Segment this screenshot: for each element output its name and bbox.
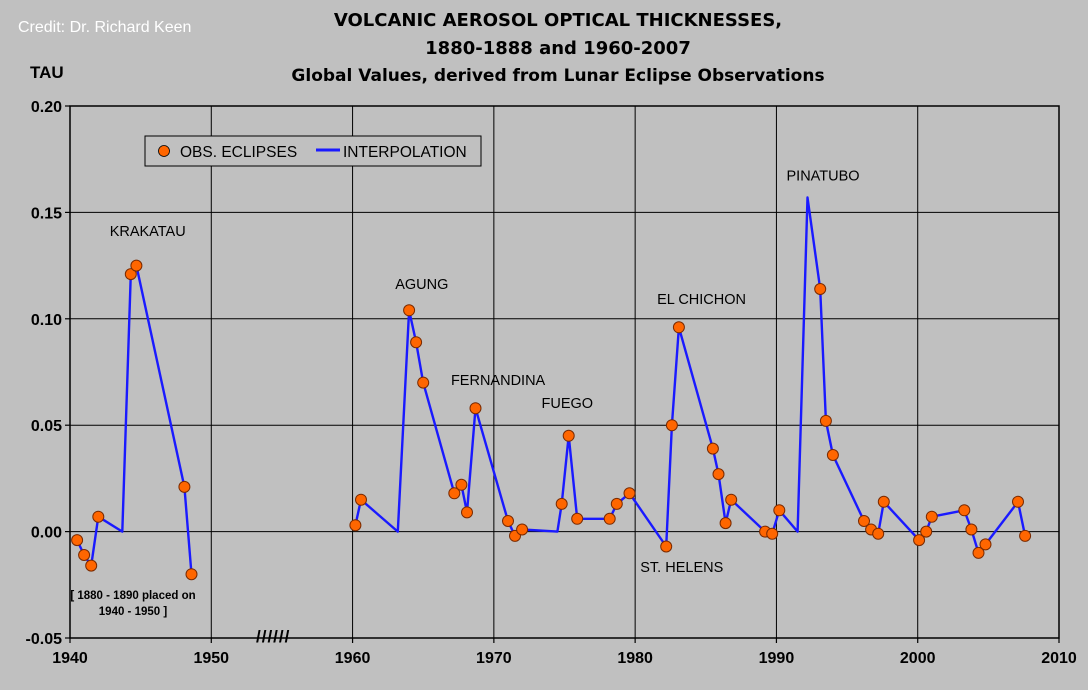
- eclipse-point: [349, 519, 362, 532]
- y-axis-ticks: 0.20 0.15 0.10 0.05 0.00 -0.05: [26, 99, 70, 648]
- interpolation-series: [76, 196, 1027, 575]
- chart-subtitle: Global Values, derived from Lunar Eclips…: [291, 66, 825, 86]
- eclipse-point: [712, 468, 725, 481]
- x-tick-label: 2010: [1041, 650, 1077, 667]
- volcano-label: PINATUBO: [787, 168, 860, 184]
- x-tick-label: 2000: [900, 650, 936, 667]
- eclipse-point: [124, 268, 137, 281]
- eclipse-point: [773, 504, 786, 517]
- eclipse-point: [623, 487, 636, 500]
- eclipse-point: [455, 478, 468, 491]
- plot-frame: [69, 105, 1060, 639]
- interpolation-line: [76, 264, 193, 575]
- eclipse-point: [819, 414, 832, 427]
- eclipse-point: [403, 304, 416, 317]
- eclipse-point: [877, 495, 890, 508]
- volcano-label: KRAKATAU: [110, 224, 186, 240]
- eclipse-point: [502, 515, 514, 527]
- eclipse-point: [516, 523, 529, 536]
- eclipse-point: [826, 449, 839, 461]
- observed-eclipses-series: [71, 259, 1032, 581]
- eclipse-point: [448, 487, 461, 500]
- grid-lines: [69, 105, 1060, 639]
- eclipse-point: [555, 497, 568, 510]
- eclipse-point: [925, 510, 938, 523]
- eclipse-point: [603, 512, 616, 525]
- axis-break-marks: //////: [256, 627, 290, 646]
- chart-title-line2: 1880-1888 and 1960-2007: [425, 38, 691, 59]
- eclipse-point: [417, 376, 430, 389]
- eclipse-point: [1012, 495, 1024, 508]
- eclipse-point: [610, 497, 623, 510]
- legend-box: [144, 135, 482, 167]
- y-axis-label: TAU: [30, 63, 64, 82]
- eclipse-point: [85, 559, 98, 572]
- eclipse-point: [965, 523, 978, 536]
- x-tick-label: 1990: [759, 650, 795, 667]
- eclipse-point: [461, 506, 473, 519]
- x-tick-label: 1980: [617, 650, 653, 667]
- eclipse-point: [858, 515, 870, 527]
- eclipse-point: [814, 283, 827, 295]
- legend-label-interp: INTERPOLATION: [343, 144, 467, 161]
- x-tick-label: 1950: [193, 650, 229, 667]
- x-tick-label: 1940: [52, 650, 88, 667]
- legend-marker-obs: [158, 145, 170, 157]
- legend-label-obs: OBS. ECLIPSES: [180, 144, 297, 161]
- legend: OBS. ECLIPSES INTERPOLATION: [144, 135, 482, 167]
- volcano-label: EL CHICHON: [657, 292, 746, 308]
- volcano-label: FUEGO: [542, 396, 594, 412]
- volcano-label: AGUNG: [395, 277, 448, 293]
- eclipse-point: [719, 517, 732, 530]
- eclipse-point: [562, 429, 575, 442]
- eclipse-point: [972, 546, 985, 559]
- eclipse-point: [178, 480, 191, 493]
- year-mapping-note: [ 1880 - 1890 placed on 1940 - 1950 ]: [70, 590, 196, 618]
- y-tick-label: 0.05: [31, 418, 62, 435]
- eclipse-point: [130, 259, 143, 272]
- eclipse-point: [872, 527, 885, 540]
- eclipse-point: [920, 525, 933, 538]
- y-tick-label: 0.00: [31, 525, 62, 542]
- x-axis-ticks: 1940 1950 1960 1970 1980 1990 2000 2010: [52, 638, 1077, 667]
- eclipse-point: [660, 540, 673, 553]
- y-tick-label: 0.10: [31, 312, 62, 329]
- x-tick-label: 1960: [335, 650, 371, 667]
- eclipse-point: [913, 534, 926, 547]
- eclipse-point: [185, 568, 198, 581]
- eclipse-point: [355, 493, 367, 506]
- eclipse-point: [71, 534, 84, 547]
- volcano-label: FERNANDINA: [451, 373, 546, 389]
- eclipse-point: [665, 419, 678, 432]
- eclipse-point: [410, 336, 423, 349]
- credit-text: Credit: Dr. Richard Keen: [18, 19, 192, 36]
- eclipse-point: [1019, 529, 1032, 542]
- y-tick-label: -0.05: [26, 631, 63, 648]
- eclipse-point: [78, 549, 91, 561]
- volcano-annotations: KRAKATAU AGUNG FERNANDINA FUEGO EL CHICHON ST…: [110, 168, 860, 576]
- eclipse-point: [706, 442, 719, 455]
- volcano-label: ST. HELENS: [640, 560, 723, 576]
- eclipse-point: [571, 512, 584, 525]
- eclipse-point: [766, 527, 779, 540]
- y-tick-label: 0.20: [31, 99, 62, 116]
- eclipse-point: [672, 321, 685, 334]
- eclipse-point: [958, 504, 971, 517]
- eclipse-point: [469, 402, 482, 415]
- year-mapping-note-wrapper: [ 1880 - 1890 placed on 1940 - 1950 ]: [70, 590, 196, 618]
- eclipse-point: [979, 538, 992, 551]
- eclipse-point: [92, 510, 105, 523]
- chart-title-line1: VOLCANIC AEROSOL OPTICAL THICKNESSES,: [333, 10, 783, 31]
- x-tick-label: 1970: [476, 650, 512, 667]
- eclipse-point: [725, 493, 738, 506]
- y-tick-label: 0.15: [31, 205, 62, 222]
